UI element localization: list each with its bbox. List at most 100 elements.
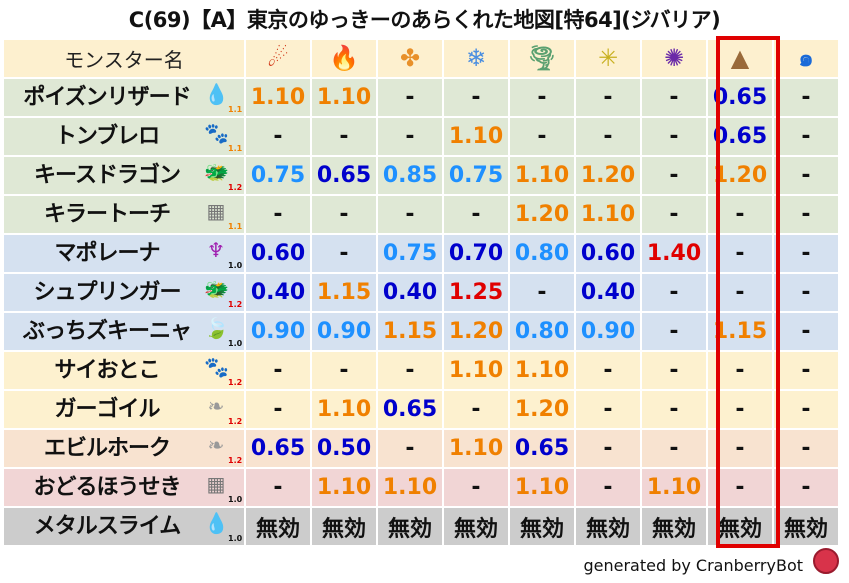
resistance-value: 0.40: [576, 274, 640, 311]
ice-icon: ❄: [444, 40, 508, 77]
resistance-value: 0.50: [312, 430, 376, 467]
resistance-value: -: [774, 235, 838, 272]
resistance-value: -: [510, 79, 574, 116]
resistance-value: -: [444, 469, 508, 506]
resistance-value: -: [246, 196, 310, 233]
dragon-icon: 🐲: [204, 277, 229, 301]
resistance-value: 1.10: [510, 469, 574, 506]
water-drop-icon: 💧: [204, 82, 229, 106]
monster-name: キラートーチ: [43, 202, 171, 227]
resistance-value: -: [642, 157, 706, 194]
resistance-value: 0.75: [246, 157, 310, 194]
resistance-value: -: [708, 391, 772, 428]
level-badge: 1.1: [228, 144, 243, 153]
resistance-value: -: [246, 118, 310, 155]
monster-name-header: モンスター名: [4, 40, 244, 77]
dragon-icon: 🐲: [204, 160, 229, 184]
table-row: ポイズンリザード 💧 1.1 1.10 1.10- - - - -0.65-: [4, 79, 838, 116]
resistance-value: -: [312, 235, 376, 272]
resistance-value: -: [774, 79, 838, 116]
resistance-value: -: [642, 391, 706, 428]
resistance-value: -: [444, 196, 508, 233]
table-row: マポレーナ ♆ 1.0 0.60-0.75 0.70 0.80 0.60 1.40- -: [4, 235, 838, 272]
monster-name: マポレーナ: [54, 241, 160, 266]
resistance-value: 1.20: [510, 391, 574, 428]
flame-icon: 🔥: [312, 40, 376, 77]
monster-name: トンブレロ: [54, 124, 160, 149]
monster-name: メタルスライム: [33, 514, 182, 539]
footer-credit: generated by CranberryBot: [583, 556, 803, 575]
resistance-value: -: [642, 313, 706, 350]
monster-name-wrap: メタルスライム 💧 1.0: [4, 508, 244, 545]
resistance-value: 1.40: [642, 235, 706, 272]
table-row: トンブレロ 🐾 1.1- - -1.10- - -0.65-: [4, 118, 838, 155]
monster-name-wrap: サイおとこ 🐾 1.2: [4, 352, 244, 389]
wing-icon: ❧: [207, 433, 225, 457]
level-badge: 1.0: [228, 339, 243, 348]
resistance-value: -: [708, 469, 772, 506]
resistance-value: -: [642, 79, 706, 116]
table-row: ガーゴイル ❧ 1.2-1.10 0.65-1.20- - - -: [4, 391, 838, 428]
demon-icon: ♆: [207, 238, 225, 262]
resistance-value: 0.65: [708, 79, 772, 116]
level-badge: 1.1: [228, 105, 243, 114]
resistance-value: 1.15: [378, 313, 442, 350]
resistance-value: 1.15: [312, 274, 376, 311]
resistance-value: -: [774, 391, 838, 428]
water-wave-icon: ๑: [774, 40, 838, 77]
resistance-value: -: [378, 352, 442, 389]
resistance-value: -: [378, 196, 442, 233]
monster-name-cell: マポレーナ ♆ 1.0: [4, 235, 244, 272]
resistance-value: -: [774, 430, 838, 467]
resistance-value: -: [642, 196, 706, 233]
resistance-value: 1.10: [312, 469, 376, 506]
resistance-value: 無効: [246, 508, 310, 545]
resistance-value: -: [378, 118, 442, 155]
resistance-value: -: [576, 469, 640, 506]
monster-name-wrap: ぶっちズキーニャ 🍃 1.0: [4, 313, 244, 350]
table-row: ぶっちズキーニャ 🍃 1.0 0.90 0.90 1.15 1.20 0.80 0.90-1.1…: [4, 313, 838, 350]
monster-name: おどるほうせき: [33, 475, 181, 500]
resistance-value: -: [642, 118, 706, 155]
monster-name-cell: キースドラゴン 🐲 1.2: [4, 157, 244, 194]
resistance-value: -: [774, 469, 838, 506]
monster-name-wrap: マポレーナ ♆ 1.0: [4, 235, 244, 272]
resistance-value: -: [774, 313, 838, 350]
resistance-value: -: [576, 118, 640, 155]
resistance-value: 0.60: [576, 235, 640, 272]
resistance-value: 1.20: [510, 196, 574, 233]
resistance-value: 0.65: [510, 430, 574, 467]
resistance-value: -: [642, 352, 706, 389]
resistance-value: -: [246, 391, 310, 428]
resistance-value: -: [312, 196, 376, 233]
resistance-value: 無効: [444, 508, 508, 545]
resistance-value: 無効: [378, 508, 442, 545]
monster-name-wrap: エビルホーク ❧ 1.2: [4, 430, 244, 467]
resistance-value: 1.25: [444, 274, 508, 311]
page-title: C(69)【A】東京のゆっきーのあらくれた地図[特64](ジバリア): [128, 8, 721, 32]
resistance-value: 0.65: [378, 391, 442, 428]
monster-name-wrap: シュプリンガー 🐲 1.2: [4, 274, 244, 311]
earth-icon: ▲: [708, 40, 772, 77]
resistance-value: 0.80: [510, 235, 574, 272]
level-badge: 1.0: [228, 534, 243, 543]
resistance-value: 1.10: [312, 79, 376, 116]
monster-name-cell: エビルホーク ❧ 1.2: [4, 430, 244, 467]
monster-name-cell: キラートーチ ▦ 1.1: [4, 196, 244, 233]
resistance-value: -: [444, 391, 508, 428]
resistance-value: 1.10: [642, 469, 706, 506]
resistance-value: 0.40: [246, 274, 310, 311]
resistance-value: 0.65: [312, 157, 376, 194]
resistance-value: 1.20: [708, 157, 772, 194]
resistance-value: 1.10: [378, 469, 442, 506]
monster-name: ガーゴイル: [54, 397, 160, 422]
level-badge: 1.1: [228, 222, 243, 231]
resistance-value: 1.10: [312, 391, 376, 428]
monster-name-wrap: トンブレロ 🐾 1.1: [4, 118, 244, 155]
cranberry-bot-logo: [813, 548, 839, 574]
table-row: シュプリンガー 🐲 1.2 0.40 1.15 0.40 1.25-0.40- - -: [4, 274, 838, 311]
monster-name-wrap: ポイズンリザード 💧 1.1: [4, 79, 244, 116]
monster-name: エビルホーク: [43, 436, 171, 461]
resistance-value: 1.10: [576, 196, 640, 233]
resistance-value: -: [708, 196, 772, 233]
